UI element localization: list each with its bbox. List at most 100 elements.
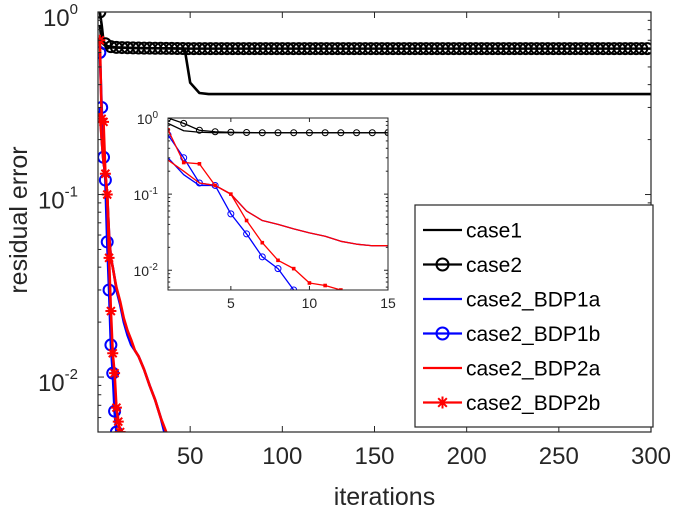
legend-label: case2_BDP2b: [466, 392, 600, 415]
y-tick-exponent: -1: [149, 186, 158, 197]
x-axis-label: iterations: [334, 483, 435, 511]
marker-case2-bdp1b: [109, 425, 123, 432]
inset-x-tick-label: 5: [227, 295, 235, 311]
y-tick-base: 10: [134, 187, 150, 203]
marker-case2: [353, 129, 361, 137]
marker-case2-bdp2b: [229, 192, 233, 196]
line-case2-bdp2b: [168, 129, 342, 290]
main-x-tick-label: 150: [354, 443, 394, 470]
main-y-tick-label: 10-2: [38, 366, 78, 397]
series-case2-bdp2a: [168, 159, 388, 247]
marker-case2-bdp1b: [243, 230, 251, 238]
legend-entry-case2-bdp1a: case2_BDP1a: [423, 289, 601, 312]
marker-case2-bdp2b: [307, 281, 312, 285]
y-tick-exponent: -1: [65, 184, 78, 201]
marker-case2: [635, 42, 649, 56]
marker-case2-bdp2b: [323, 283, 327, 288]
legend-entry-case2-bdp1b: case2_BDP1b: [423, 323, 600, 346]
y-tick-exponent: 0: [70, 1, 78, 18]
marker-case2: [321, 129, 329, 137]
inset-x-tick-label: 15: [380, 295, 396, 311]
main-x-tick-label: 50: [177, 443, 204, 470]
marker-case2: [211, 128, 219, 136]
marker-case2-bdp2b: [244, 218, 249, 223]
marker-case2-bdp2b: [105, 305, 117, 317]
marker-case2-bdp2b: [101, 189, 113, 201]
marker-case2: [290, 129, 298, 137]
inset-plot-frame: [167, 117, 389, 291]
legend-label: case2_BDP1b: [466, 323, 600, 346]
marker-case2: [243, 128, 251, 136]
marker-case2-bdp2b: [110, 402, 122, 414]
main-y-tick-label: 100: [43, 1, 78, 32]
marker-case2-bdp2b: [103, 252, 115, 264]
inset-y-tick-label: 100: [137, 110, 159, 127]
y-tick-exponent: 0: [152, 110, 158, 121]
main-y-tick-label: 10-1: [38, 184, 78, 215]
marker-case2: [384, 129, 388, 137]
legend-label: case2: [466, 254, 522, 277]
legend-entry-case2-bdp2a: case2_BDP2a: [423, 358, 601, 381]
main-plot: 50 100 150 200 250 30010010-110-2iterationsre…: [5, 1, 671, 511]
marker-case2: [195, 126, 203, 134]
legend: case1 case2 case2_BDP1a case2_BDP1b case2_BD…: [414, 204, 654, 428]
line-case2: [98, 12, 651, 50]
main-x-tick-label: 300: [631, 443, 671, 470]
legend-label: case2_BDP2a: [466, 358, 601, 381]
line-case2-bdp2a: [168, 159, 388, 247]
main-x-tick-label: 100: [262, 443, 302, 470]
y-tick-base: 10: [43, 5, 70, 32]
marker-case2: [305, 129, 313, 137]
series-case2-bdp2b: [98, 34, 126, 432]
marker-case2: [98, 12, 107, 19]
marker-case2-bdp1b: [258, 253, 266, 261]
marker-case2-bdp2b: [107, 347, 119, 359]
y-axis-label: residual error: [5, 146, 33, 293]
line-case2-bdp1b: [168, 134, 295, 290]
marker-case2-bdp2b: [291, 266, 296, 271]
y-tick-base: 10: [38, 370, 65, 397]
legend-marker: [436, 396, 449, 409]
y-tick-base: 10: [137, 111, 153, 127]
legend-label: case2_BDP1a: [466, 289, 601, 312]
inset-background: [168, 118, 388, 290]
marker-case2: [258, 129, 266, 137]
line-case1: [98, 24, 651, 96]
marker-case2-bdp2b: [260, 240, 265, 245]
legend-marker: [435, 257, 450, 272]
marker-case2: [640, 42, 651, 56]
legend-label: case1: [466, 220, 522, 243]
inset-x-tick-label: 10: [302, 295, 318, 311]
marker-case2-bdp2b: [181, 160, 186, 165]
marker-case2-bdp1b: [290, 286, 298, 290]
legend-marker: [435, 326, 450, 341]
marker-case2-bdp2b: [109, 367, 121, 379]
series-case2: [168, 118, 388, 137]
main-series-area: [98, 12, 651, 432]
y-tick-exponent: -2: [149, 262, 158, 273]
marker-case2-bdp2b: [339, 288, 343, 290]
marker-case2: [337, 129, 345, 137]
marker-case2-bdp2b: [98, 116, 110, 128]
y-tick-base: 10: [38, 188, 65, 215]
marker-case2-bdp1b: [274, 265, 282, 273]
line-case2: [168, 118, 388, 134]
legend-entry-case1: case1: [423, 220, 522, 243]
main-x-tick-label: 200: [447, 443, 487, 470]
marker-case2-bdp2b: [197, 162, 202, 166]
marker-case2-bdp2b: [213, 183, 217, 188]
inset-y-tick-label: 10-2: [134, 262, 159, 279]
marker-case2: [227, 128, 235, 136]
marker-case2-bdp2b: [99, 168, 111, 180]
legend-entry-case2: case2: [423, 254, 522, 277]
legend-entry-case2-bdp2b: case2_BDP2b: [423, 392, 600, 415]
marker-case2-bdp2b: [112, 416, 124, 428]
legend-box: [414, 204, 654, 428]
marker-case2-bdp1b: [227, 210, 235, 218]
series-case1: [98, 24, 651, 96]
marker-case2: [180, 119, 188, 127]
marker-case2: [368, 129, 376, 137]
y-tick-base: 10: [134, 263, 150, 279]
